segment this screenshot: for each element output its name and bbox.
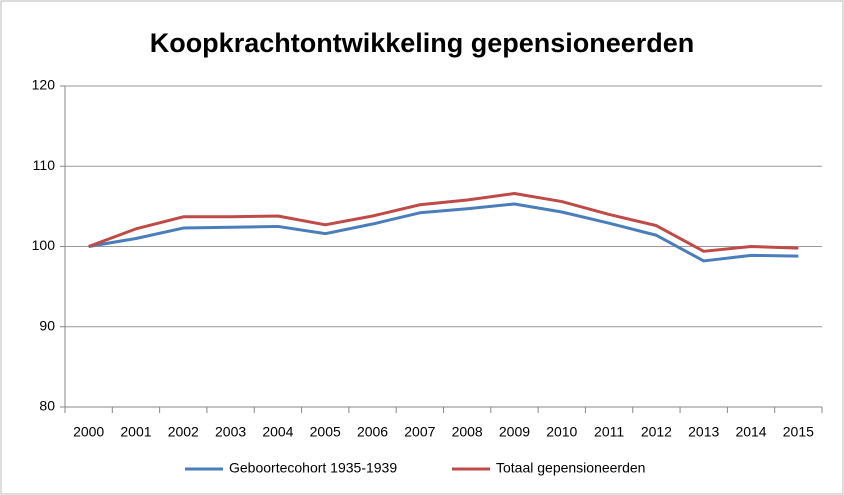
x-tick-label: 2004 bbox=[262, 424, 293, 440]
y-tick-label: 120 bbox=[32, 77, 56, 93]
x-tick-label: 2001 bbox=[120, 424, 151, 440]
x-tick-label: 2005 bbox=[310, 424, 341, 440]
x-tick-label: 2008 bbox=[452, 424, 483, 440]
chart-title: Koopkrachtontwikkeling gepensioneerden bbox=[150, 28, 695, 58]
x-tick-label: 2011 bbox=[594, 424, 624, 440]
x-tick-label: 2009 bbox=[499, 424, 530, 440]
y-tick-label: 100 bbox=[32, 237, 56, 253]
y-tick-label: 80 bbox=[39, 398, 55, 414]
y-tick-label: 90 bbox=[39, 317, 55, 333]
x-tick-label: 2006 bbox=[357, 424, 388, 440]
x-tick-label: 2002 bbox=[168, 424, 199, 440]
x-tick-label: 2012 bbox=[641, 424, 672, 440]
legend-label: Geboortecohort 1935-1939 bbox=[229, 460, 397, 476]
x-tick-label: 2015 bbox=[783, 424, 814, 440]
series-line bbox=[88, 202, 799, 263]
x-tick-label: 2013 bbox=[688, 424, 719, 440]
x-tick-label: 2007 bbox=[404, 424, 435, 440]
x-tick-label: 2014 bbox=[735, 424, 766, 440]
series-line bbox=[88, 192, 799, 253]
x-tick-label: 2010 bbox=[546, 424, 577, 440]
x-tick-label: 2000 bbox=[73, 424, 104, 440]
legend-label: Totaal gepensioneerden bbox=[496, 460, 645, 476]
y-tick-label: 110 bbox=[33, 157, 56, 173]
x-tick-label: 2003 bbox=[215, 424, 246, 440]
